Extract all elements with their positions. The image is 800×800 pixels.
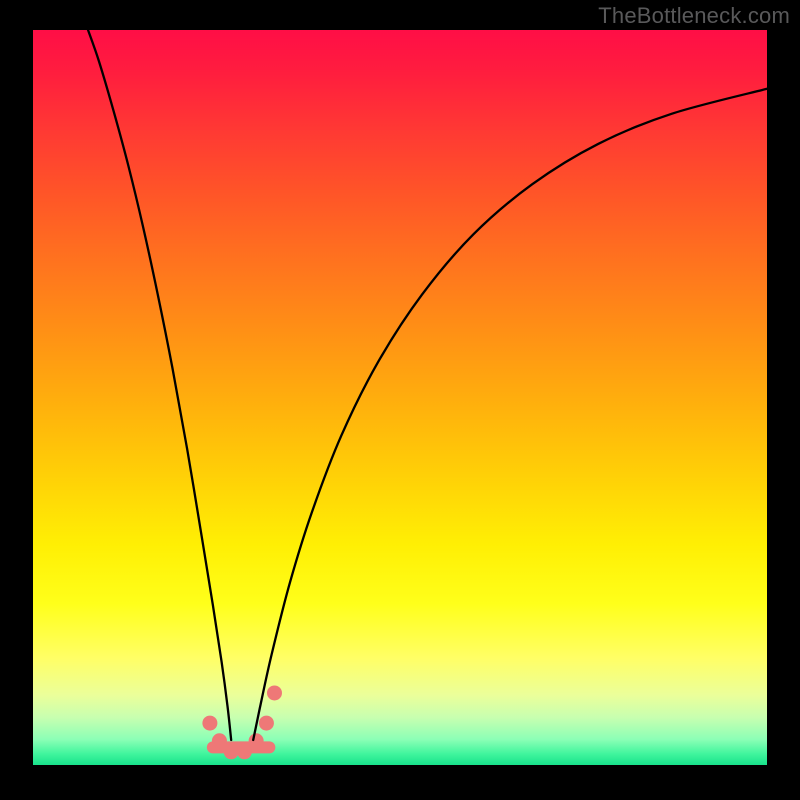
curve-right bbox=[253, 89, 767, 740]
marker-point bbox=[212, 733, 227, 748]
marker-point bbox=[249, 733, 264, 748]
watermark-label: TheBottleneck.com bbox=[598, 3, 790, 29]
marker-point bbox=[224, 744, 239, 759]
marker-point bbox=[237, 744, 252, 759]
marker-point bbox=[259, 716, 274, 731]
chart-container: TheBottleneck.com bbox=[0, 0, 800, 800]
marker-point bbox=[202, 716, 217, 731]
chart-svg bbox=[0, 0, 800, 800]
marker-point bbox=[267, 685, 282, 700]
curve-left bbox=[88, 30, 231, 740]
